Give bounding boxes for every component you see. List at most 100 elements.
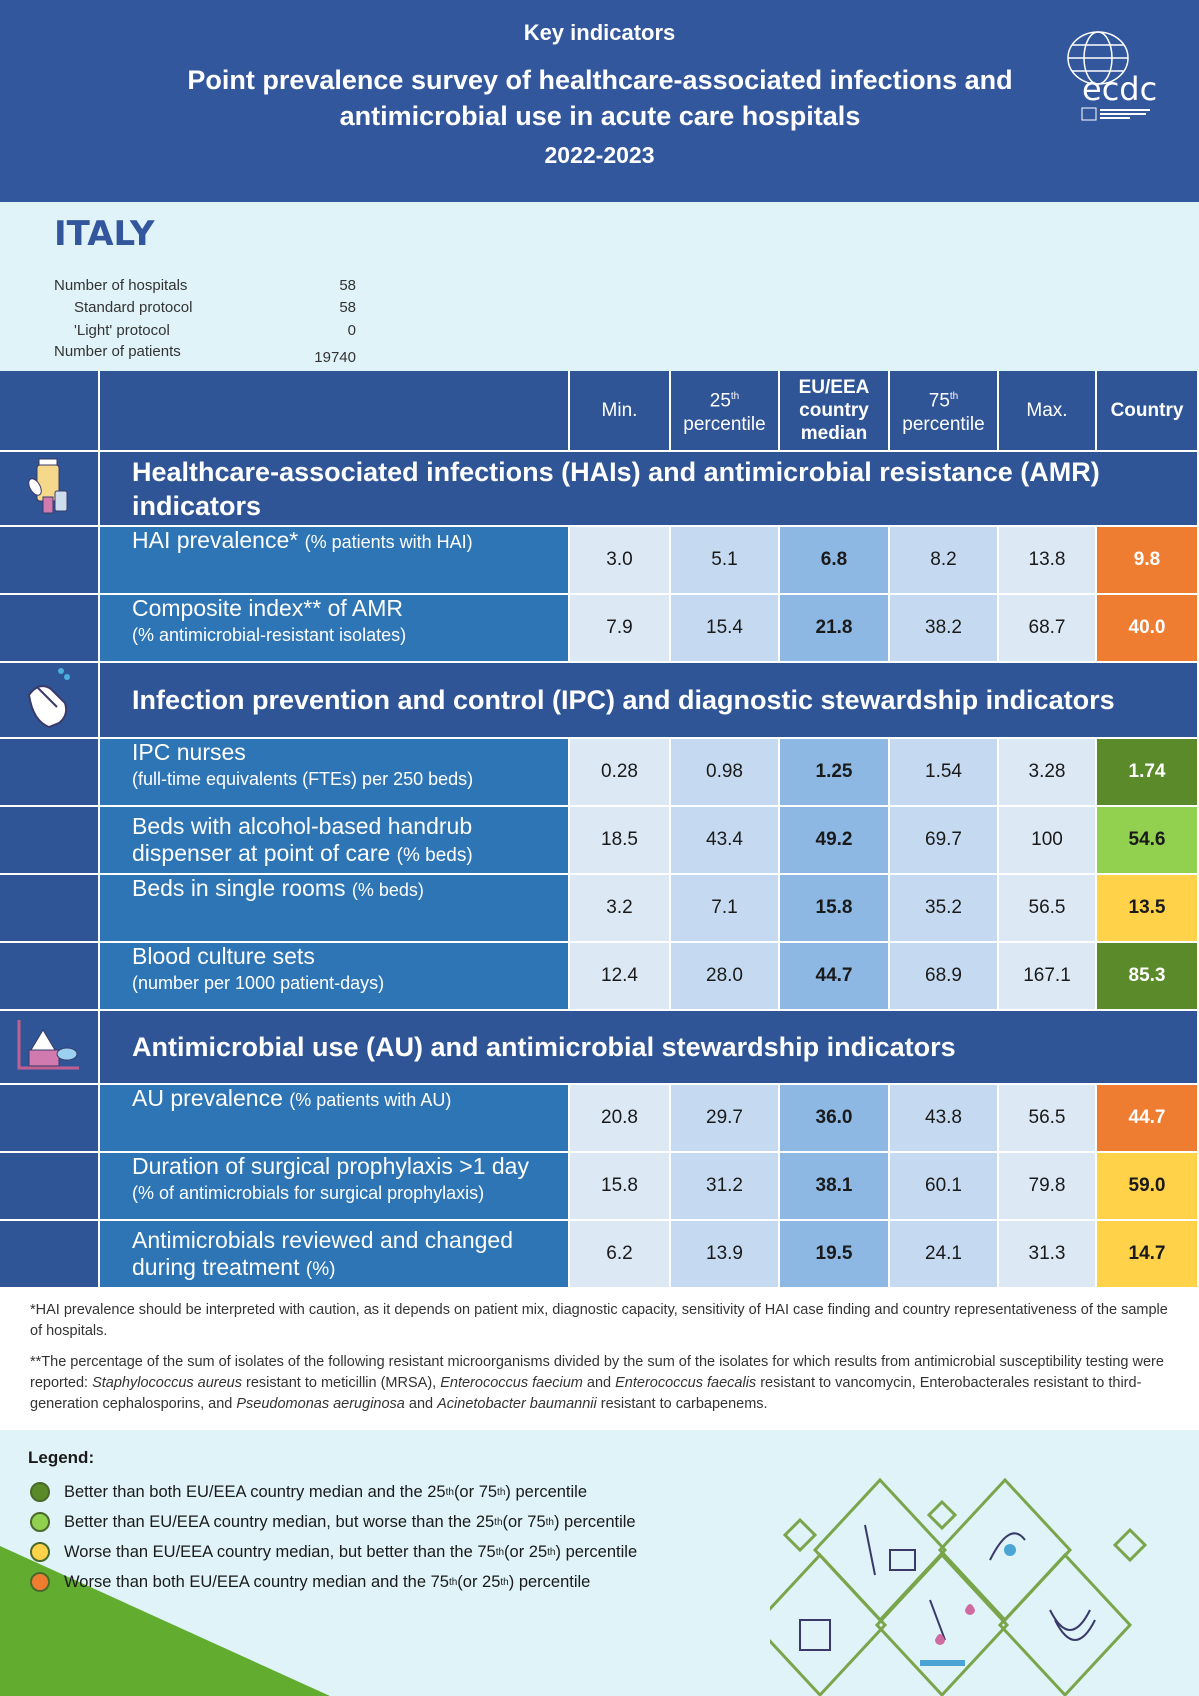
value-max: 3.28 (999, 739, 1097, 807)
stat-value: 58 (339, 299, 356, 316)
value-median: 49.2 (780, 807, 890, 875)
stat-value: 19740 (314, 349, 356, 366)
legend-dot-icon (30, 1572, 50, 1592)
section-title: Antimicrobial use (AU) and antimicrobial… (100, 1011, 1199, 1085)
value-median: 44.7 (780, 943, 890, 1011)
column-header-country: Country (1097, 371, 1199, 452)
footnotes: *HAI prevalence should be interpreted wi… (30, 1300, 1180, 1425)
stat-label: Number of hospitals (54, 277, 188, 294)
handwash-icon (23, 665, 75, 735)
legend-dot-icon (30, 1542, 50, 1562)
country-name: ITALY (54, 214, 155, 254)
table-row: AU prevalence (% patients with AU) 20.8 29… (0, 1085, 1199, 1153)
value-min: 18.5 (570, 807, 671, 875)
country-value: 1.74 (1097, 739, 1199, 807)
country-value: 85.3 (1097, 943, 1199, 1011)
row-icon-cell (0, 595, 100, 663)
legend-item: Better than EU/EEA country median, but w… (30, 1512, 636, 1532)
value-median: 6.8 (780, 527, 890, 595)
value-p25: 0.98 (671, 739, 780, 807)
table-row: Composite index** of AMR (% antimicrobial… (0, 595, 1199, 663)
value-p25: 31.2 (671, 1153, 780, 1221)
row-icon-cell (0, 1153, 100, 1221)
svg-text:ecdc: ecdc (1082, 70, 1157, 108)
table-row: Duration of surgical prophylaxis >1 day(… (0, 1153, 1199, 1221)
value-min: 7.9 (570, 595, 671, 663)
stat-label: 'Light' protocol (74, 322, 170, 339)
column-header-max: Max. (999, 371, 1097, 452)
section-title: Infection prevention and control (IPC) a… (100, 663, 1199, 739)
row-icon-cell (0, 807, 100, 875)
value-max: 79.8 (999, 1153, 1097, 1221)
indicator-label: HAI prevalence* (% patients with HAI) (100, 527, 570, 595)
indicator-label: AU prevalence (% patients with AU) (100, 1085, 570, 1153)
country-value: 40.0 (1097, 595, 1199, 663)
section-title: Healthcare-associated infections (HAIs) … (100, 452, 1199, 527)
column-header-min: Min. (570, 371, 671, 452)
value-max: 100 (999, 807, 1097, 875)
value-median: 15.8 (780, 875, 890, 943)
value-min: 0.28 (570, 739, 671, 807)
row-icon-cell (0, 739, 100, 807)
legend-title: Legend: (28, 1448, 95, 1467)
footnote-2: **The percentage of the sum of isolates … (30, 1354, 1164, 1412)
column-header-p75: 75th percentile (890, 371, 999, 452)
table-row: Antimicrobials reviewed and changed duri… (0, 1221, 1199, 1289)
row-icon-cell (0, 1085, 100, 1153)
ecdc-logo-icon: ecdc (1067, 31, 1157, 121)
country-value: 14.7 (1097, 1221, 1199, 1289)
section-header: Healthcare-associated infections (HAIs) … (0, 452, 1199, 527)
value-p75: 60.1 (890, 1153, 999, 1221)
value-median: 21.8 (780, 595, 890, 663)
section-header: Infection prevention and control (IPC) a… (0, 663, 1199, 739)
value-p25: 28.0 (671, 943, 780, 1011)
header-blank (0, 371, 100, 452)
footnote-1: *HAI prevalence should be interpreted wi… (30, 1302, 1168, 1339)
country-panel: ITALY Number of hospitals 58 Standard pr… (0, 202, 1199, 371)
row-icon-cell (0, 1221, 100, 1289)
stat-label: Number of patients (54, 343, 181, 360)
legend-panel: Legend: Better than both EU/EEA country … (0, 1430, 1199, 1696)
indicator-label: Beds in single rooms (% beds) (100, 875, 570, 943)
report-years: 2022-2023 (544, 142, 655, 168)
value-p75: 69.7 (890, 807, 999, 875)
report-title: Point prevalence survey of healthcare-as… (187, 65, 1013, 131)
table-row: HAI prevalence* (% patients with HAI) 3.0… (0, 527, 1199, 595)
value-p75: 38.2 (890, 595, 999, 663)
row-icon-cell (0, 943, 100, 1011)
value-median: 36.0 (780, 1085, 890, 1153)
column-header-p25: 25th percentile (671, 371, 780, 452)
value-min: 12.4 (570, 943, 671, 1011)
value-median: 19.5 (780, 1221, 890, 1289)
legend-item: Better than both EU/EEA country median a… (30, 1482, 587, 1502)
section-header: Antimicrobial use (AU) and antimicrobial… (0, 1011, 1199, 1085)
indicator-label: Duration of surgical prophylaxis >1 day(… (100, 1153, 570, 1221)
indicator-label: Antimicrobials reviewed and changed duri… (100, 1221, 570, 1289)
value-p75: 24.1 (890, 1221, 999, 1289)
table-row: IPC nurses (full-time equivalents (FTEs) … (0, 739, 1199, 807)
section-icon-cell (0, 663, 100, 739)
value-p25: 5.1 (671, 527, 780, 595)
indicator-label: Composite index** of AMR (% antimicrobial… (100, 595, 570, 663)
value-p25: 29.7 (671, 1085, 780, 1153)
value-median: 1.25 (780, 739, 890, 807)
value-p75: 8.2 (890, 527, 999, 595)
country-value: 44.7 (1097, 1085, 1199, 1153)
table-row: Beds with alcohol-based handrub dispense… (0, 807, 1199, 875)
value-max: 167.1 (999, 943, 1097, 1011)
pills-chart-icon (15, 1016, 83, 1078)
value-min: 20.8 (570, 1085, 671, 1153)
value-min: 15.8 (570, 1153, 671, 1221)
indicator-label: Beds with alcohol-based handrub dispense… (100, 807, 570, 875)
value-p25: 15.4 (671, 595, 780, 663)
medicine-icon (25, 457, 73, 521)
section-icon-cell (0, 452, 100, 527)
decorative-triangle (0, 1546, 330, 1696)
header-kicker: Key indicators (523, 20, 676, 45)
value-max: 68.7 (999, 595, 1097, 663)
legend-item: Worse than EU/EEA country median, but be… (30, 1542, 637, 1562)
value-p25: 13.9 (671, 1221, 780, 1289)
healthcare-illustration-icon (770, 1477, 1148, 1696)
page-header: Key indicators Point prevalence survey o… (0, 0, 1199, 202)
row-icon-cell (0, 875, 100, 943)
